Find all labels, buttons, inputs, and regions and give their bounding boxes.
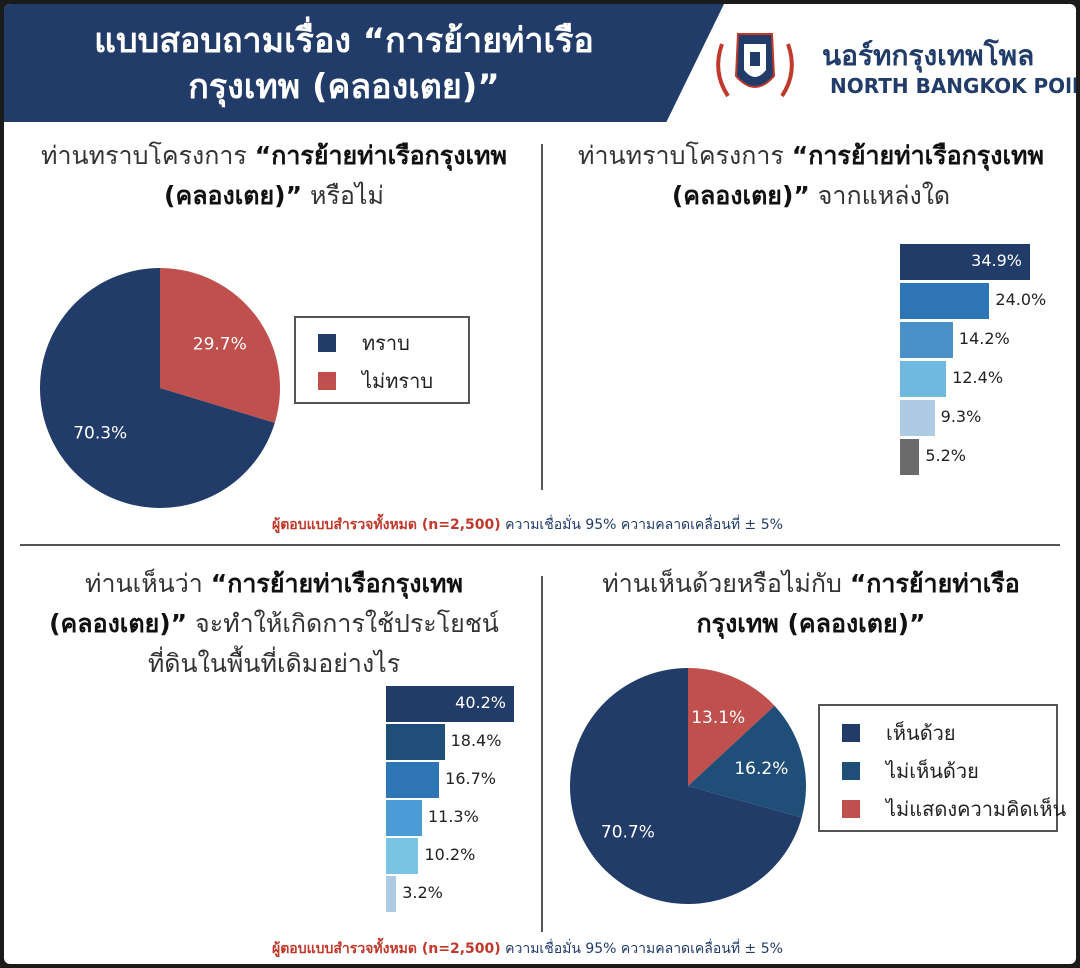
q1-title-bold: “การย้ายท่าเรือกรุงเทพ bbox=[254, 141, 507, 170]
bar-value-label: 12.4% bbox=[952, 368, 1004, 387]
divider-bottom bbox=[541, 576, 543, 932]
bar bbox=[386, 724, 445, 760]
q1-title-plain-2: หรือไม่ bbox=[302, 181, 384, 210]
q1-legend: ทราบ ไม่ทราบ bbox=[294, 316, 470, 404]
pie-slice bbox=[570, 668, 802, 904]
legend-item: ทราบ bbox=[318, 330, 410, 356]
q4-title: ท่านเห็นด้วยหรือไม่กับ “การย้ายท่าเรือ ก… bbox=[546, 564, 1076, 644]
poll-seal-logo bbox=[716, 33, 794, 98]
page-title: แบบสอบถามเรื่อง “การย้ายท่าเรือ กรุงเทพ … bbox=[34, 18, 654, 110]
bar-value-label: 11.3% bbox=[427, 807, 479, 826]
q1-pie-chart: 29.7% 70.3% bbox=[40, 268, 280, 508]
legend-swatch bbox=[842, 800, 860, 818]
legend-label: ทราบ bbox=[362, 331, 410, 355]
bar bbox=[900, 439, 920, 475]
footnote-bottom: ผู้ตอบแบบสำรวจทั้งหมด (n=2,500) ความเชื่… bbox=[272, 938, 783, 960]
title-line-1: แบบสอบถามเรื่อง “การย้ายท่าเรือ bbox=[94, 21, 594, 61]
q1-title: ท่านทราบโครงการ “การย้ายท่าเรือกรุงเทพ (… bbox=[4, 136, 544, 216]
legend-item: เห็นด้วย bbox=[842, 720, 956, 746]
header-band bbox=[4, 4, 724, 122]
bar bbox=[386, 762, 440, 798]
bar-value-label: 24.0% bbox=[995, 290, 1047, 309]
legend-label: ไม่เห็นด้วย bbox=[886, 759, 979, 783]
divider-top bbox=[541, 144, 543, 490]
brand-name-thai: นอร์ทกรุงเทพโพล bbox=[822, 39, 1035, 72]
pie-data-label: 16.2% bbox=[734, 759, 788, 779]
pie-slice bbox=[40, 268, 275, 508]
footnote-confidence: ความเชื่อมั่น 95% ความคลาดเคลื่อนที่ ± 5… bbox=[500, 941, 783, 957]
q3-title-plain-2: จะทำให้เกิดการใช้ประโยชน์ bbox=[187, 609, 499, 638]
bar bbox=[900, 400, 935, 436]
legend-swatch bbox=[318, 372, 336, 390]
bar-value-label: 40.2% bbox=[455, 693, 506, 712]
bar bbox=[386, 800, 422, 836]
pie-slice bbox=[688, 668, 775, 786]
legend-label: ไม่แสดงความคิดเห็น bbox=[886, 797, 1067, 821]
q1-title-plain: ท่านทราบโครงการ bbox=[41, 141, 255, 170]
footnote-confidence: ความเชื่อมั่น 95% ความคลาดเคลื่อนที่ ± 5… bbox=[500, 517, 783, 533]
q3-title-bold: “การย้ายท่าเรือกรุงเทพ bbox=[210, 569, 463, 598]
legend-label: เห็นด้วย bbox=[886, 721, 956, 745]
divider-horizontal bbox=[20, 544, 1060, 546]
bar bbox=[900, 361, 947, 397]
q3-title-bold-2: (คลองเตย)” bbox=[49, 609, 188, 638]
legend-item: ไม่แสดงความคิดเห็น bbox=[842, 796, 1066, 822]
bar-value-label: 16.7% bbox=[445, 769, 496, 788]
bar bbox=[386, 686, 514, 722]
q2-title-plain-2: จากแหล่งใด bbox=[809, 181, 951, 210]
q4-title-plain: ท่านเห็นด้วยหรือไม่กับ bbox=[602, 569, 850, 598]
bar bbox=[386, 876, 397, 912]
q2-title-bold: “การย้ายท่าเรือกรุงเทพ bbox=[791, 141, 1044, 170]
pie-data-label: 29.7% bbox=[193, 335, 247, 355]
bar-value-label: 34.9% bbox=[971, 251, 1022, 270]
q3-title-plain-3: ที่ดินในพื้นที่เดิมอย่างไร bbox=[147, 649, 401, 678]
pie-data-label: 13.1% bbox=[691, 708, 745, 728]
q3-title: ท่านเห็นว่า “การย้ายท่าเรือกรุงเทพ (คลอง… bbox=[4, 564, 544, 684]
legend-swatch bbox=[842, 724, 860, 742]
pie-slice bbox=[688, 705, 806, 818]
pie-data-label: 70.7% bbox=[601, 823, 655, 843]
legend-item: ไม่เห็นด้วย bbox=[842, 758, 979, 784]
pie-data-label: 70.3% bbox=[73, 423, 127, 443]
bar-value-label: 18.4% bbox=[450, 731, 502, 750]
q2-title-plain: ท่านทราบโครงการ bbox=[578, 141, 792, 170]
q4-pie-chart: 13.1% 16.2% 70.7% bbox=[570, 668, 806, 904]
q4-legend: เห็นด้วย ไม่เห็นด้วย ไม่แสดงความคิดเห็น bbox=[818, 704, 1066, 832]
brand-name-english: NORTH BANGKOK POll bbox=[830, 74, 1076, 98]
infographic-poster: แบบสอบถามเรื่อง “การย้ายท่าเรือ กรุงเทพ … bbox=[4, 4, 1076, 964]
footnote-sample: ผู้ตอบแบบสำรวจทั้งหมด (n=2,500) bbox=[272, 941, 501, 957]
q2-title-bold-2: (คลองเตย)” bbox=[671, 181, 810, 210]
bar-value-label: 5.2% bbox=[925, 446, 967, 465]
bar-value-label: 10.2% bbox=[424, 845, 476, 864]
bar bbox=[900, 322, 953, 358]
bar-value-label: 14.2% bbox=[958, 329, 1010, 348]
bar-value-label: 9.3% bbox=[940, 407, 982, 426]
bar bbox=[386, 838, 419, 874]
footnote-top: ผู้ตอบแบบสำรวจทั้งหมด (n=2,500) ความเชื่… bbox=[272, 514, 783, 536]
q4-title-bold-2: กรุงเทพ (คลองเตย)” bbox=[696, 609, 926, 638]
bar bbox=[900, 244, 1030, 280]
bar-value-label: 3.2% bbox=[402, 883, 443, 902]
bar bbox=[900, 283, 990, 319]
legend-swatch bbox=[318, 334, 336, 352]
q1-title-bold-2: (คลองเตย)” bbox=[164, 181, 303, 210]
q4-title-bold: “การย้ายท่าเรือ bbox=[849, 569, 1020, 598]
q3-title-plain: ท่านเห็นว่า bbox=[85, 569, 211, 598]
footnote-sample: ผู้ตอบแบบสำรวจทั้งหมด (n=2,500) bbox=[272, 517, 501, 533]
title-line-2: กรุงเทพ (คลองเตย)” bbox=[188, 67, 500, 107]
legend-swatch bbox=[842, 762, 860, 780]
pie-slice bbox=[160, 268, 280, 423]
legend-item: ไม่ทราบ bbox=[318, 368, 433, 394]
legend-label: ไม่ทราบ bbox=[362, 369, 434, 393]
q2-title: ท่านทราบโครงการ “การย้ายท่าเรือกรุงเทพ (… bbox=[546, 136, 1076, 216]
